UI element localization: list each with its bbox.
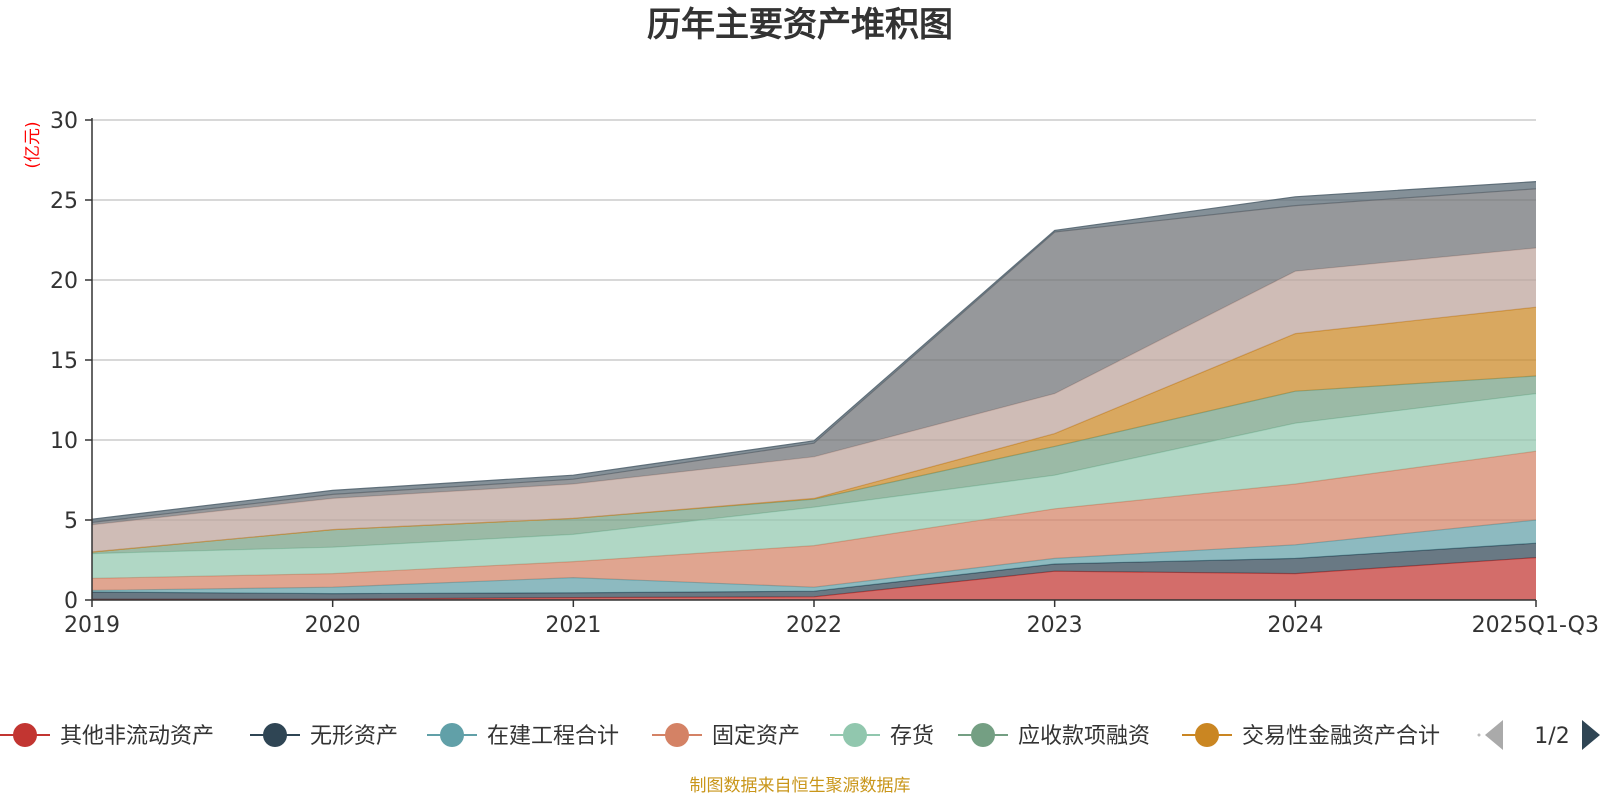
- legend-item[interactable]: 无形资产: [250, 723, 398, 749]
- chart-title: 历年主要资产堆积图: [647, 5, 953, 45]
- series-area-6[interactable]: [92, 307, 1536, 552]
- legend-next-page-icon[interactable]: [1582, 720, 1600, 750]
- series-areas: [91, 181, 1537, 600]
- legend-label: 交易性金融资产合计: [1242, 724, 1440, 749]
- legend-label: 在建工程合计: [487, 724, 619, 749]
- legend-item[interactable]: 其他非流动资产: [0, 723, 214, 749]
- legend-prev-page-icon[interactable]: [1485, 720, 1503, 750]
- legend-item[interactable]: 固定资产: [652, 723, 800, 749]
- series-line-9: [91, 181, 1537, 520]
- y-tick-label: 0: [64, 589, 78, 614]
- x-tick-label: 2025Q1-Q3: [1472, 613, 1599, 638]
- series-area-8[interactable]: [92, 188, 1536, 525]
- x-tick-label: 2020: [305, 613, 361, 638]
- x-tick-label: 2023: [1027, 613, 1083, 638]
- series-area-2[interactable]: [92, 520, 1536, 594]
- series-area-0[interactable]: [92, 557, 1536, 600]
- x-tick-label: 2019: [64, 613, 120, 638]
- legend-item[interactable]: 在建工程合计: [427, 723, 619, 749]
- legend-circle-icon: [1195, 723, 1219, 747]
- legend-circle-icon: [263, 723, 287, 747]
- legend-circle-icon: [440, 723, 464, 747]
- series-area-4[interactable]: [92, 393, 1536, 579]
- series-area-1[interactable]: [92, 543, 1536, 600]
- y-tick-label: 30: [50, 109, 78, 134]
- legend-label: 其他非流动资产: [60, 724, 214, 749]
- axes: 0 5 10 15 20 25 30 2019 2020 2021 2022 2023 2024 2025…: [50, 109, 1599, 638]
- source-note: 制图数据来自恒生聚源数据库: [690, 776, 911, 796]
- y-axis-unit-label: (亿元): [23, 121, 43, 168]
- series-area-5[interactable]: [92, 376, 1536, 554]
- x-tick-label: 2021: [545, 613, 601, 638]
- legend-label: 应收款项融资: [1018, 724, 1150, 749]
- legend-circle-icon: [665, 723, 689, 747]
- legend-item[interactable]: 交易性金融资产合计: [1182, 723, 1440, 749]
- legend-circle-icon: [971, 723, 995, 747]
- y-tick-label: 15: [50, 349, 78, 374]
- legend-item[interactable]: 存货: [830, 723, 934, 749]
- y-tick-label: 25: [50, 189, 78, 214]
- series-area-3[interactable]: [92, 451, 1536, 591]
- y-tick-label: 5: [64, 509, 78, 534]
- legend-label: 固定资产: [712, 724, 800, 749]
- x-tick-label: 2022: [786, 613, 842, 638]
- x-tick-label: 2024: [1267, 613, 1323, 638]
- legend-circle-icon: [13, 723, 37, 747]
- legend-page-indicator: 1/2: [1534, 724, 1569, 749]
- legend-circle-icon: [843, 723, 867, 747]
- legend-label: 存货: [890, 724, 934, 749]
- y-tick-label: 10: [50, 429, 78, 454]
- legend-label: 无形资产: [310, 724, 398, 749]
- legend-item[interactable]: 应收款项融资: [958, 723, 1150, 749]
- series-area-7[interactable]: [92, 248, 1536, 552]
- legend: 其他非流动资产 无形资产 在建工程合计 固定资产 存货 应收款项融资 交易性金融资产合计 1/…: [0, 720, 1600, 750]
- legend-overflow-dot: [1477, 733, 1481, 737]
- y-tick-label: 20: [50, 269, 78, 294]
